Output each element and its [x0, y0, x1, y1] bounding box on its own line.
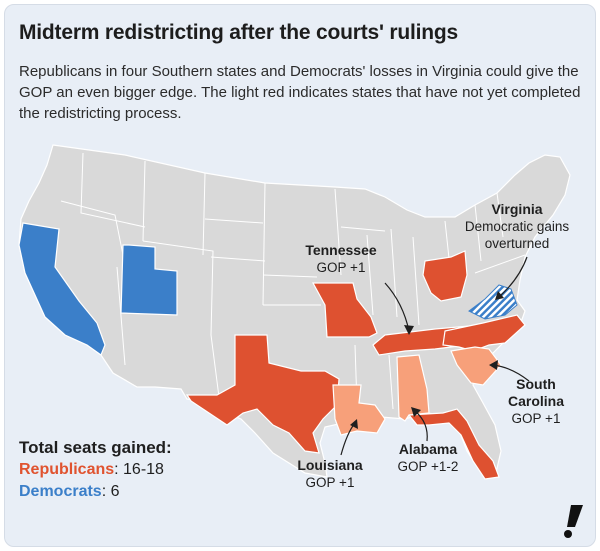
state-virginia — [468, 284, 518, 320]
label-louisiana-name: Louisiana — [297, 457, 363, 473]
map-title: Midterm redistricting after the courts' … — [19, 21, 458, 44]
label-south-carolina: South Carolina GOP +1 — [497, 376, 575, 427]
state-utah — [120, 244, 178, 316]
state-ohio — [422, 250, 468, 302]
legend-republicans-value: : 16-18 — [114, 461, 164, 478]
state-borders — [60, 152, 526, 410]
legend-democrats-label: Democrats — [19, 483, 102, 500]
state-north-carolina — [442, 314, 526, 352]
label-virginia-name: Virginia — [491, 201, 543, 217]
state-missouri — [311, 282, 378, 338]
state-texas — [185, 334, 340, 454]
map-subtitle: Republicans in four Southern states and … — [19, 63, 581, 122]
label-louisiana: Louisiana GOP +1 — [285, 457, 375, 491]
legend-republicans-label: Republicans — [19, 461, 115, 478]
label-alabama-name: Alabama — [398, 441, 458, 457]
label-tennessee: Tennessee GOP +1 — [293, 242, 389, 276]
state-alabama — [396, 354, 430, 422]
exclamation-logo-icon — [564, 505, 583, 538]
legend-republicans: Republicans: 16-18 — [19, 459, 172, 481]
label-south-carolina-name: South Carolina — [507, 376, 564, 409]
state-california — [18, 222, 106, 356]
legend-democrats: Democrats: 6 — [19, 481, 172, 503]
label-alabama-detail: GOP +1-2 — [397, 459, 459, 474]
legend-democrats-value: : 6 — [101, 483, 120, 500]
map-card: Midterm redistricting after the courts' … — [4, 4, 596, 547]
state-florida — [407, 408, 500, 480]
label-louisiana-detail: GOP +1 — [305, 475, 355, 490]
label-tennessee-name: Tennessee — [305, 242, 377, 258]
label-alabama: Alabama GOP +1-2 — [383, 441, 473, 475]
state-louisiana — [332, 384, 386, 436]
label-virginia: Virginia Democratic gains overturned — [457, 201, 577, 252]
label-south-carolina-detail: GOP +1 — [511, 411, 561, 426]
arrow-virginia — [498, 256, 528, 298]
label-virginia-detail: Democratic gains overturned — [464, 219, 570, 251]
arrow-heads — [350, 291, 504, 429]
legend-heading: Total seats gained: — [19, 438, 172, 457]
us-map — [18, 144, 571, 480]
label-tennessee-detail: GOP +1 — [316, 260, 366, 275]
legend: Total seats gained: Republicans: 16-18 D… — [19, 437, 172, 503]
state-south-carolina — [450, 346, 502, 386]
